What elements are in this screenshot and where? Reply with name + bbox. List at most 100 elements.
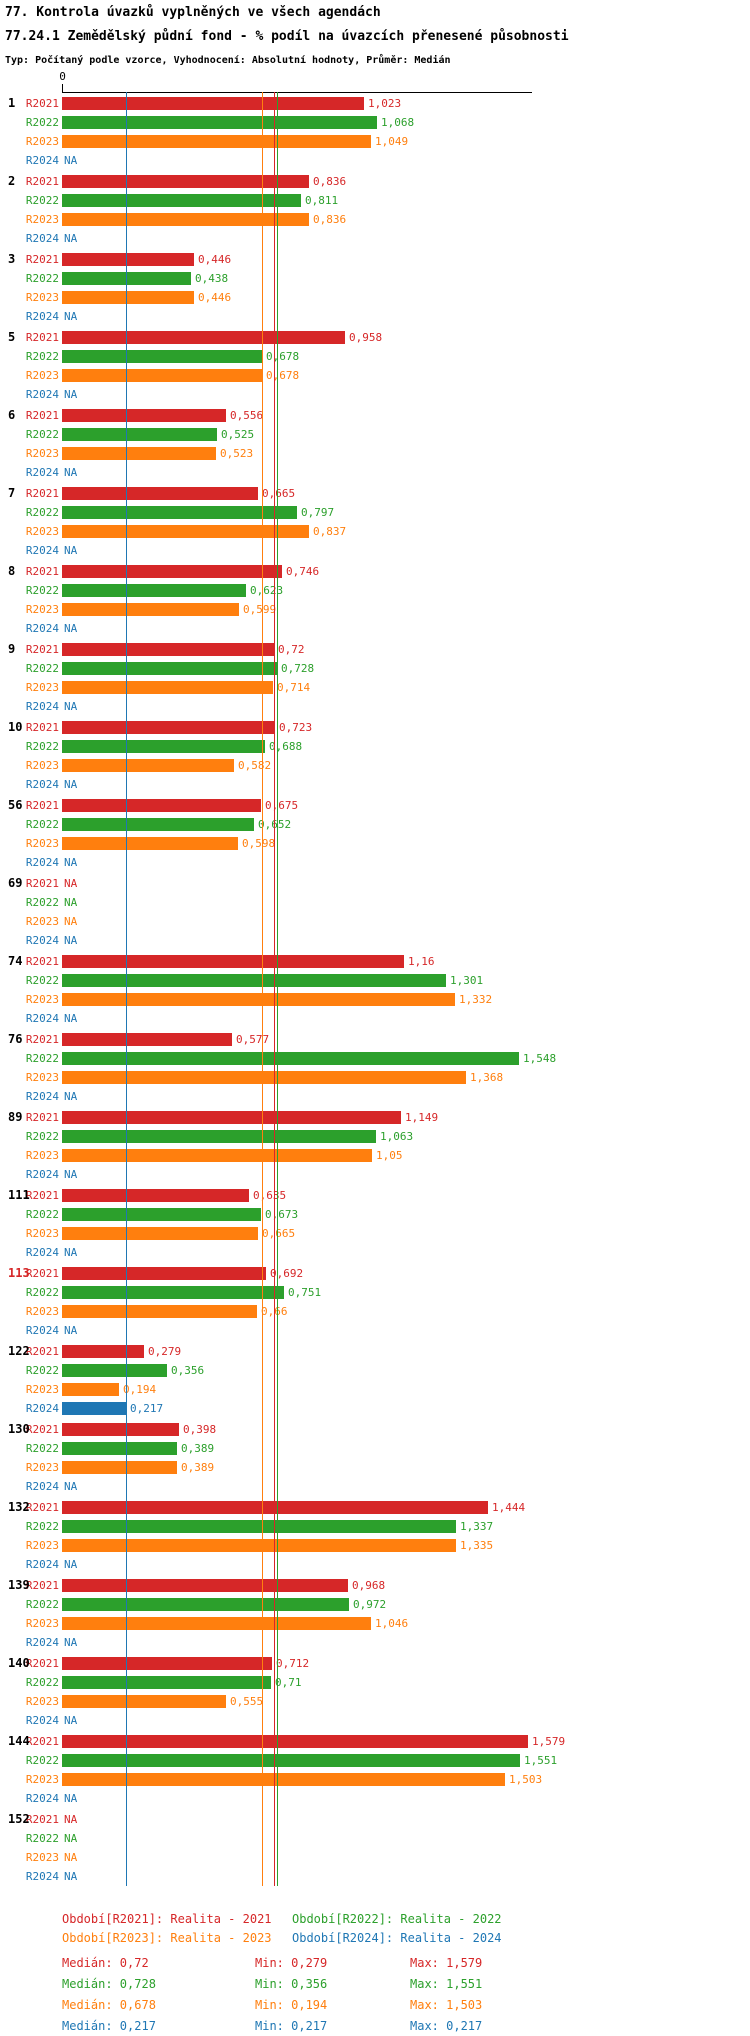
bar-group-10: 10 R2021 0,723 R2022 0,688 R2023 0,582 R2024 NA	[0, 718, 750, 794]
series-label-r2024: R2024	[25, 232, 59, 245]
series-label-r2023: R2023	[25, 525, 59, 538]
group-label-152: 152	[8, 1812, 30, 1826]
stat-max-r2022: Max: 1,551	[410, 1977, 483, 1991]
na-label: NA	[64, 544, 78, 557]
bar-r2022-group-122	[62, 1364, 167, 1377]
na-label: NA	[64, 1324, 78, 1337]
row-3-r2024: R2024 NA	[0, 307, 750, 326]
row-1-r2022: R2022 1,068	[0, 113, 750, 132]
series-label-r2022: R2022	[25, 1676, 59, 1689]
value-label: 0,635	[253, 1189, 287, 1202]
bar-r2021-group-140	[62, 1657, 272, 1670]
bar-r2021-group-74	[62, 955, 404, 968]
bar-r2022-group-6	[62, 428, 217, 441]
bar-r2023-group-140	[62, 1695, 226, 1708]
series-label-r2023: R2023	[25, 1617, 59, 1630]
row-152-r2024: R2024 NA	[0, 1867, 750, 1886]
value-label: 0,837	[313, 525, 347, 538]
value-label: 0,836	[313, 175, 347, 188]
stat-max-r2024: Max: 0,217	[410, 2019, 483, 2033]
series-label-r2021: R2021	[25, 409, 59, 422]
series-label-r2021: R2021	[25, 331, 59, 344]
series-label-r2021: R2021	[25, 955, 59, 968]
group-label-130: 130	[8, 1422, 30, 1436]
bar-group-144: 144 R2021 1,579 R2022 1,551 R2023 1,503 R2024 NA	[0, 1732, 750, 1808]
series-label-r2023: R2023	[25, 1773, 59, 1786]
row-74-r2021: R2021 1,16	[0, 952, 750, 971]
na-label: NA	[64, 915, 78, 928]
bar-group-152: 152 R2021 NA R2022 NA R2023 NA R2024 NA	[0, 1810, 750, 1886]
row-1-r2024: R2024 NA	[0, 151, 750, 170]
value-label: 0,446	[198, 253, 232, 266]
na-label: NA	[64, 1851, 78, 1864]
series-label-r2024: R2024	[25, 1792, 59, 1805]
row-130-r2022: R2022 0,389	[0, 1439, 750, 1458]
legend-item-r2024: Období[R2024]: Realita - 2024	[292, 1931, 502, 1945]
value-label: 0,555	[230, 1695, 264, 1708]
bar-r2022-group-7	[62, 506, 297, 519]
series-label-r2021: R2021	[25, 1345, 59, 1358]
row-132-r2021: R2021 1,444	[0, 1498, 750, 1517]
row-113-r2024: R2024 NA	[0, 1321, 750, 1340]
bar-r2022-group-74	[62, 974, 446, 987]
na-label: NA	[64, 388, 78, 401]
bar-r2022-group-89	[62, 1130, 376, 1143]
bar-r2022-group-144	[62, 1754, 520, 1767]
stat-median-r2022: Medián: 0,728	[62, 1977, 156, 1991]
series-label-r2023: R2023	[25, 681, 59, 694]
row-111-r2022: R2022 0,673	[0, 1205, 750, 1224]
series-label-r2023: R2023	[25, 837, 59, 850]
series-label-r2024: R2024	[25, 1636, 59, 1649]
row-6-r2024: R2024 NA	[0, 463, 750, 482]
bar-r2022-group-2	[62, 194, 301, 207]
group-label-7: 7	[8, 486, 16, 500]
group-label-9: 9	[8, 642, 16, 656]
row-6-r2023: R2023 0,523	[0, 444, 750, 463]
series-label-r2022: R2022	[25, 896, 59, 909]
stats-row-r2022: Medián: 0,728 Min: 0,356 Max: 1,551	[0, 1977, 750, 1998]
group-label-113: 113	[8, 1266, 30, 1280]
bar-r2023-group-89	[62, 1149, 372, 1162]
row-9-r2023: R2023 0,714	[0, 678, 750, 697]
series-label-r2024: R2024	[25, 934, 59, 947]
series-label-r2021: R2021	[25, 643, 59, 656]
value-label: 0,751	[288, 1286, 322, 1299]
bar-r2023-group-7	[62, 525, 309, 538]
series-label-r2021: R2021	[25, 565, 59, 578]
series-label-r2023: R2023	[25, 1305, 59, 1318]
series-label-r2024: R2024	[25, 310, 59, 323]
row-7-r2024: R2024 NA	[0, 541, 750, 560]
series-label-r2023: R2023	[25, 1383, 59, 1396]
bar-r2023-group-144	[62, 1773, 505, 1786]
value-label: 1,548	[523, 1052, 557, 1065]
row-74-r2024: R2024 NA	[0, 1009, 750, 1028]
series-label-r2024: R2024	[25, 1168, 59, 1181]
series-label-r2024: R2024	[25, 154, 59, 167]
row-144-r2021: R2021 1,579	[0, 1732, 750, 1751]
bar-r2022-group-111	[62, 1208, 261, 1221]
median-line-r2024	[126, 92, 127, 1886]
value-label: 0,389	[181, 1442, 215, 1455]
value-label: 1,337	[460, 1520, 494, 1533]
legend: Období[R2021]: Realita - 2021 Období[R202…	[0, 1912, 750, 1956]
row-130-r2024: R2024 NA	[0, 1477, 750, 1496]
value-label: 1,068	[381, 116, 415, 129]
stat-min-r2021: Min: 0,279	[255, 1956, 328, 1970]
na-label: NA	[64, 1090, 78, 1103]
row-140-r2022: R2022 0,71	[0, 1673, 750, 1692]
na-label: NA	[64, 1012, 78, 1025]
bar-r2022-group-8	[62, 584, 246, 597]
series-label-r2022: R2022	[25, 272, 59, 285]
value-label: 1,023	[368, 97, 402, 110]
bar-r2022-group-1	[62, 116, 377, 129]
x-axis-tick	[62, 84, 63, 92]
row-132-r2024: R2024 NA	[0, 1555, 750, 1574]
series-label-r2023: R2023	[25, 213, 59, 226]
bar-r2023-group-74	[62, 993, 455, 1006]
group-label-10: 10	[8, 720, 23, 734]
series-label-r2022: R2022	[25, 1442, 59, 1455]
series-label-r2023: R2023	[25, 1149, 59, 1162]
bar-r2022-group-56	[62, 818, 254, 831]
chart-title-line1: 77. Kontrola úvazků vyplněných ve všech …	[5, 5, 381, 20]
group-label-3: 3	[8, 252, 16, 266]
